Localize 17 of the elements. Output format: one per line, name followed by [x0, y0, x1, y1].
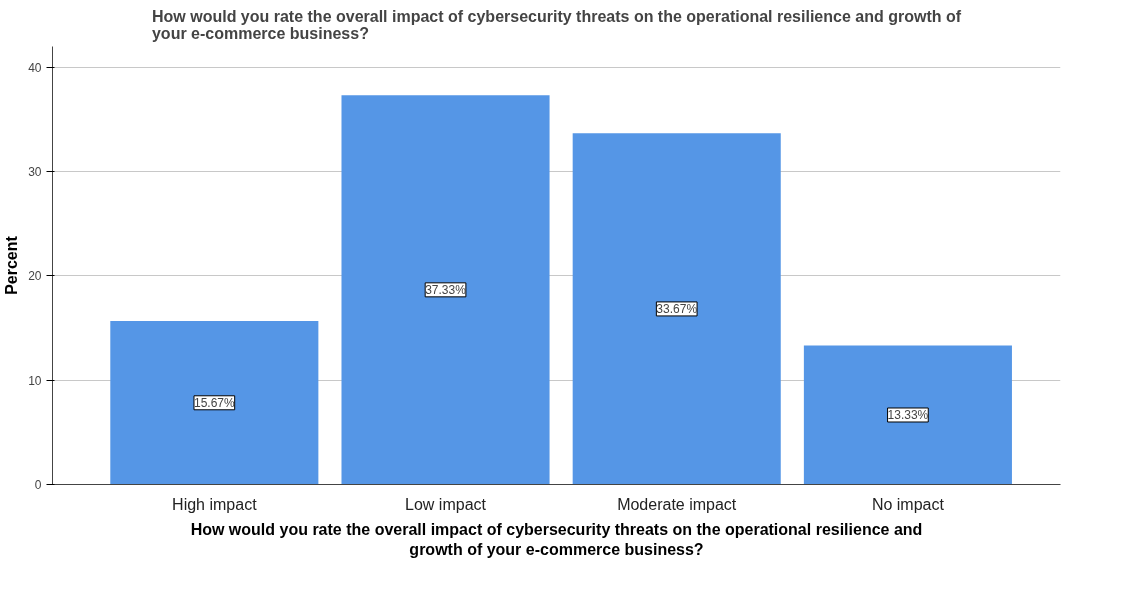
y-tick-label: 40	[28, 60, 42, 75]
y-tick-label: 0	[34, 478, 42, 492]
y-tick-label: 20	[28, 269, 42, 284]
chart-title: How would you rate the overall impact of cybersecurity threats on the operational resilience and growth of your e-commerce business?	[151, 7, 962, 42]
x-tick-label: Low impact	[405, 495, 487, 513]
y-tick-label: 30	[28, 165, 42, 180]
bar	[110, 321, 319, 485]
y-axis-title: Percent	[3, 235, 21, 295]
x-axis-title: How would you rate the overall impact of cybersecurity threats on the operational resilience and growth of your e-commerce business?	[190, 520, 923, 558]
y-tick-label: 10	[28, 373, 42, 388]
bar	[572, 133, 781, 485]
bar	[803, 345, 1012, 485]
x-tick-label: Moderate impact	[617, 495, 737, 513]
x-tick-label: No impact	[871, 495, 945, 513]
bar	[341, 95, 550, 485]
data-label: 13.33%	[887, 407, 929, 422]
x-tick-label: High impact	[172, 495, 258, 513]
